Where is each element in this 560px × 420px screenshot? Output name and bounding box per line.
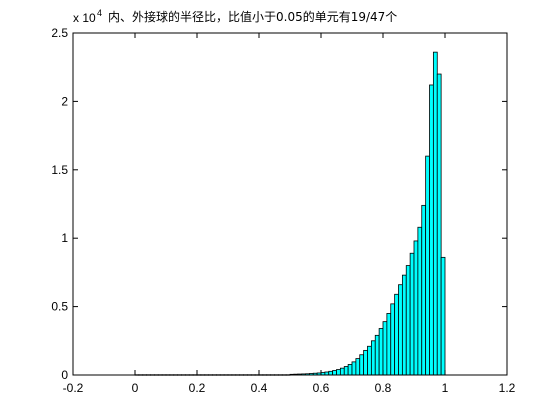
histogram-bar (405, 265, 411, 376)
histogram-bar (367, 345, 372, 376)
histogram-bar (382, 321, 388, 376)
y-tick-label: 0 (61, 368, 68, 382)
histogram-bar (390, 303, 396, 376)
histogram-bar (378, 328, 384, 376)
histogram-bar (343, 366, 349, 376)
x-tick-label: 0 (132, 381, 139, 395)
y-tick-label: 0.5 (51, 300, 68, 314)
x-tick-label: -0.2 (63, 381, 84, 395)
y-exponent-base: x 10 (73, 11, 96, 25)
y-tick-label: 2.5 (51, 26, 68, 40)
histogram-bar (347, 364, 353, 376)
histogram-bar (374, 334, 380, 376)
histogram-bar (421, 204, 427, 376)
histogram-bar (440, 256, 446, 376)
y-tick-label: 1.5 (51, 163, 68, 177)
histogram-bar (413, 240, 419, 376)
histogram-bar (401, 274, 407, 376)
histogram-bar (436, 73, 442, 376)
histogram-bar (417, 226, 423, 376)
y-exponent-power: 4 (97, 8, 102, 18)
histogram-bar (386, 313, 392, 376)
y-tick-label: 2 (61, 94, 68, 108)
x-tick-label: 0.2 (189, 381, 206, 395)
y-tick-label: 1 (61, 231, 68, 245)
axes-frame (72, 32, 508, 376)
x-tick-label: 0.8 (375, 381, 392, 395)
histogram-bar (429, 84, 434, 376)
histogram-bar (355, 358, 361, 376)
x-tick-label: 1.2 (499, 381, 516, 395)
histogram-bar (359, 354, 365, 376)
histogram-bar (332, 370, 337, 376)
chart-title: 内、外接球的半径比，比值小于0.05的单元有19/47个 (108, 9, 397, 24)
y-axis-ticks: 0 0.5 1 1.5 2 2.5 (51, 26, 507, 382)
histogram-bar (432, 51, 438, 376)
histogram-bar (394, 293, 399, 376)
histogram-bar (363, 349, 368, 376)
histogram-bar (336, 369, 341, 376)
histogram-bar (351, 361, 357, 376)
x-tick-label: 1 (442, 381, 449, 395)
histogram-bar (370, 340, 376, 376)
x-axis-ticks: -0.2 0 0.2 0.4 0.6 0.8 1 1.2 (63, 33, 516, 395)
histogram-bar (328, 370, 334, 376)
histogram-bar (425, 155, 430, 376)
histogram-bar (398, 284, 403, 376)
x-tick-label: 0.4 (251, 381, 268, 395)
x-tick-label: 0.6 (313, 381, 330, 395)
histogram-bar (339, 367, 345, 376)
histogram-bar (409, 252, 415, 376)
